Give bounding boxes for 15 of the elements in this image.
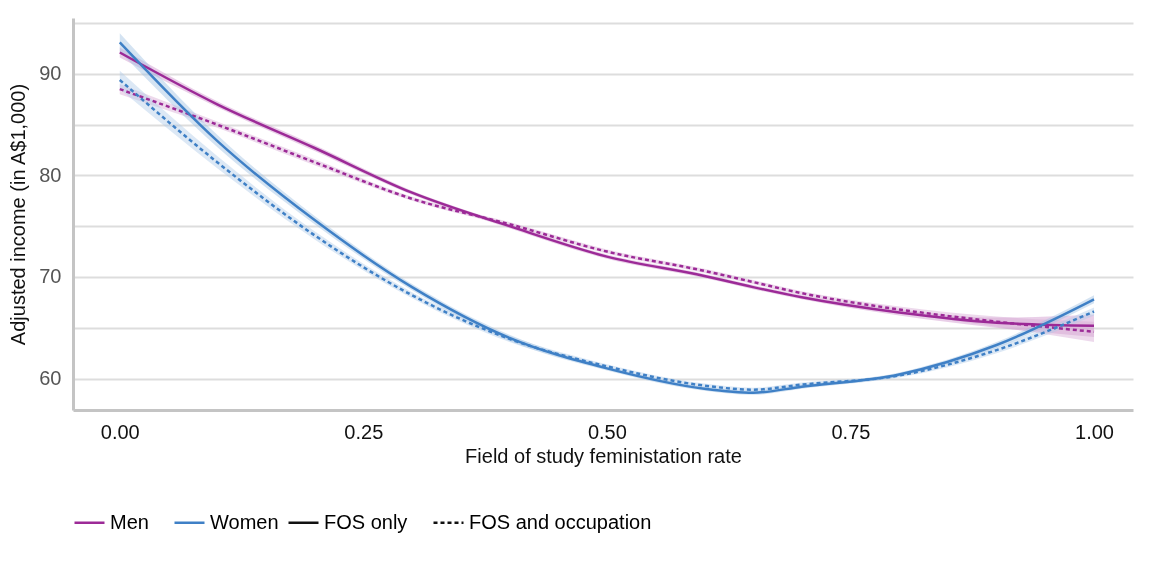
y-tick-label: 80 [39,163,62,186]
x-tick-label: 1.00 [1075,420,1114,443]
legend-label: Women [210,510,279,533]
text: FOS and occupation [469,510,652,533]
y-axis-title: Adjusted income (in A$1,000) [7,83,30,346]
x-axis-title: Field of study feministation rate [465,444,742,467]
text: FOS only [324,510,408,533]
y-tick-label: 60 [39,367,62,390]
y-tick-label: 70 [39,265,62,288]
x-tick-label: 0.00 [100,420,140,443]
x-tick-label: 0.50 [587,420,627,443]
legend-label: Men [110,510,149,533]
y-tick-label: 90 [39,62,62,85]
x-tick-label: 0.75 [831,420,871,443]
x-tick-label: 0.25 [344,420,384,443]
